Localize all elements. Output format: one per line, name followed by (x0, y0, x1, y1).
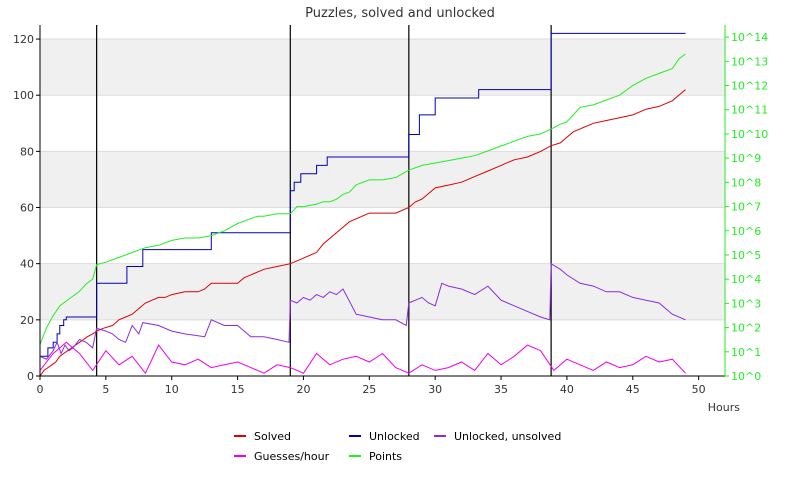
series-line-guesses-hour (39, 341, 686, 375)
y2-tick-label: 10^12 (731, 80, 768, 93)
y2-tick-label: 10^9 (731, 152, 761, 165)
y2-tick-label: 10^2 (731, 322, 761, 335)
x-tick-label: 40 (560, 383, 574, 396)
y-tick-label: 80 (20, 145, 34, 158)
y2-tick-label: 10^1 (731, 346, 761, 359)
axes: 0 5 10 15 20 25 30 35 40 45 50 0 20 40 60 80 100 120 10^0 1… (13, 25, 768, 396)
x-axis-label: Hours (708, 401, 740, 414)
series-line-unlocked (40, 32, 686, 357)
x-tick-label: 50 (692, 383, 706, 396)
legend-label: Guesses/hour (254, 450, 330, 463)
x-tick-label: 0 (37, 383, 44, 396)
y2-tick-label: 10^8 (731, 176, 761, 189)
legend-label: Unlocked, unsolved (454, 430, 561, 443)
x-tick-label: 30 (428, 383, 442, 396)
legend: Solved Unlocked Unlocked, unsolved Guesses/… (234, 430, 561, 463)
legend-label: Unlocked (369, 430, 420, 443)
y-tick-label: 40 (20, 258, 34, 271)
x-tick-label: 45 (626, 383, 640, 396)
y2-tick-label: 10^13 (731, 55, 768, 68)
y2-tick-label: 10^14 (731, 31, 768, 44)
legend-label: Solved (254, 430, 291, 443)
x-tick-label: 15 (231, 383, 245, 396)
y-tick-label: 20 (20, 314, 34, 327)
series-line-points (39, 53, 686, 345)
series-line-solved (39, 89, 686, 377)
grid-band (40, 263, 725, 320)
series-line-unlocked-unsolved (39, 262, 686, 360)
y2-tick-label: 10^0 (731, 370, 761, 383)
series-lines (39, 32, 686, 377)
grid-band (40, 39, 725, 96)
x-tick-label: 5 (102, 383, 109, 396)
y2-tick-label: 10^3 (731, 297, 761, 310)
chart-title: Puzzles, solved and unlocked (305, 6, 495, 21)
y-tick-label: 0 (27, 370, 34, 383)
x-tick-label: 20 (296, 383, 310, 396)
y2-tick-label: 10^10 (731, 128, 768, 141)
legend-label: Points (369, 450, 402, 463)
x-tick-label: 25 (362, 383, 376, 396)
y-tick-label: 120 (13, 33, 34, 46)
x-tick-label: 10 (165, 383, 179, 396)
y2-tick-label: 10^4 (731, 273, 761, 286)
y2-tick-label: 10^5 (731, 249, 761, 262)
y2-tick-label: 10^6 (731, 225, 761, 238)
y-tick-label: 60 (20, 202, 34, 215)
grid-bands (40, 38, 725, 377)
y2-tick-label: 10^11 (731, 104, 768, 117)
x-tick-label: 35 (494, 383, 508, 396)
y2-tick-label: 10^7 (731, 201, 761, 214)
y-tick-label: 100 (13, 89, 34, 102)
